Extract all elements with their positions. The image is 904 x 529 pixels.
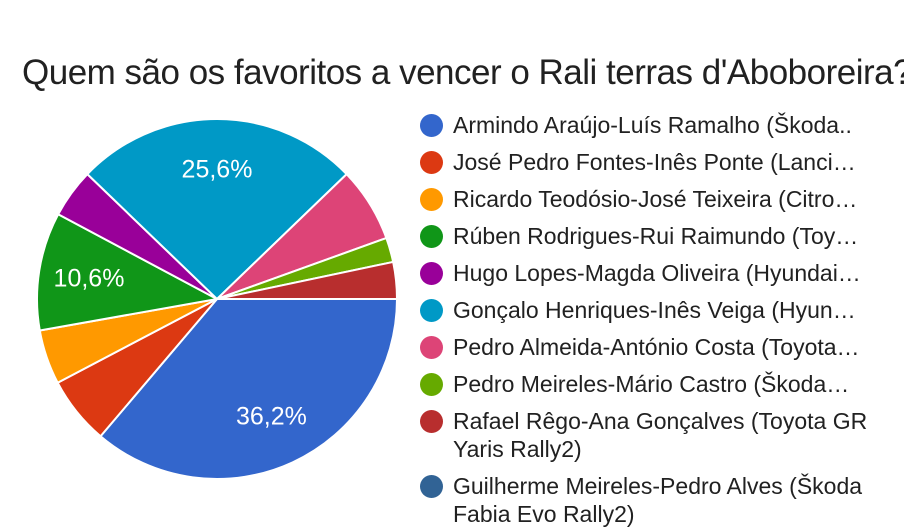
pie-slice-9[interactable] — [216, 260, 398, 300]
chart-title: Quem são os favoritos a vencer o Rali te… — [22, 53, 904, 92]
legend-color-dot — [420, 373, 443, 396]
legend-item-8: Pedro Meireles-Mário Castro (Škoda… — [420, 370, 890, 398]
legend-color-dot — [420, 114, 443, 137]
pie-slice-percentage-label: 10,6% — [54, 265, 125, 293]
legend-item-3: Ricardo Teodósio-José Teixeira (Citro… — [420, 185, 890, 213]
legend-item-label: Rúben Rodrigues-Rui Raimundo (Toy… — [453, 223, 859, 249]
legend-color-dot — [420, 262, 443, 285]
legend-item-9: Rafael Rêgo-Ana Gonçalves (Toyota GR Yar… — [420, 407, 890, 463]
legend-item-4: Rúben Rodrigues-Rui Raimundo (Toy… — [420, 222, 890, 250]
legend-color-dot — [420, 475, 443, 498]
legend-item-label: José Pedro Fontes-Inês Ponte (Lanci… — [453, 149, 856, 175]
chart-legend: Armindo Araújo-Luís Ramalho (Škoda.. José… — [420, 111, 890, 529]
pie-slice-6[interactable] — [86, 117, 348, 300]
legend-item-label: Ricardo Teodósio-José Teixeira (Citro… — [453, 186, 858, 212]
legend-item-1: Armindo Araújo-Luís Ramalho (Škoda.. — [420, 111, 890, 139]
legend-item-2: José Pedro Fontes-Inês Ponte (Lanci… — [420, 148, 890, 176]
legend-item-7: Pedro Almeida-António Costa (Toyota… — [420, 333, 890, 361]
legend-item-label: Guilherme Meireles-Pedro Alves (Škoda Fa… — [453, 473, 863, 527]
legend-item-label: Armindo Araújo-Luís Ramalho (Škoda.. — [453, 112, 852, 138]
pie-slice-percentage-label: 36,2% — [236, 403, 307, 431]
pie-slice-percentage-label: 25,6% — [182, 155, 253, 183]
legend-item-label: Pedro Almeida-António Costa (Toyota… — [453, 334, 860, 360]
pie-chart: 36,2% 10,6% 25,6% — [36, 117, 398, 480]
legend-color-dot — [420, 299, 443, 322]
legend-item-label: Rafael Rêgo-Ana Gonçalves (Toyota GR Yar… — [453, 408, 868, 462]
legend-item-5: Hugo Lopes-Magda Oliveira (Hyundai… — [420, 259, 890, 287]
pie-slice-4[interactable] — [36, 213, 218, 332]
pie-slice-1[interactable] — [99, 298, 398, 480]
legend-color-dot — [420, 225, 443, 248]
legend-item-label: Hugo Lopes-Magda Oliveira (Hyundai… — [453, 260, 861, 286]
legend-item-10: Guilherme Meireles-Pedro Alves (Škoda Fa… — [420, 472, 890, 528]
legend-color-dot — [420, 151, 443, 174]
legend-item-6: Gonçalo Henriques-Inês Veiga (Hyun… — [420, 296, 890, 324]
legend-item-label: Pedro Meireles-Mário Castro (Škoda… — [453, 371, 850, 397]
legend-item-label: Gonçalo Henriques-Inês Veiga (Hyun… — [453, 297, 856, 323]
legend-color-dot — [420, 410, 443, 433]
legend-color-dot — [420, 188, 443, 211]
legend-color-dot — [420, 336, 443, 359]
